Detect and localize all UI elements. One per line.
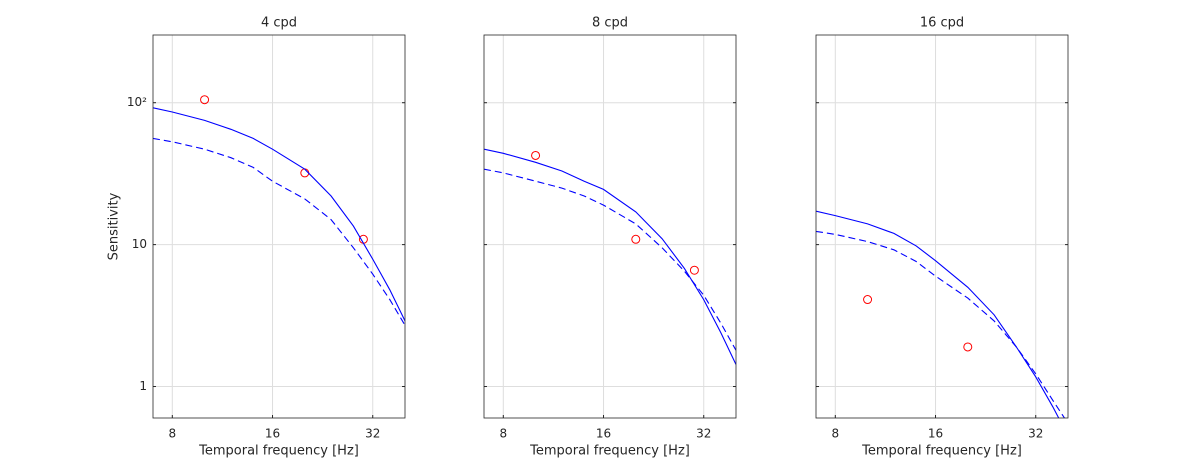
data-point [963,342,973,352]
subplot-title: 8 cpd [592,16,628,31]
axes-frame [815,34,1069,419]
data-point [200,95,210,105]
data-point [689,265,699,275]
x-axis-label: Temporal frequency [Hz] [529,444,690,459]
axes-frame [152,34,406,419]
model-line [816,230,1066,418]
x-axis-label: Temporal frequency [Hz] [198,444,359,459]
subplot: 16 cpd Temporal frequency [Hz] 8 16 32 [815,16,1069,459]
x-tick-label: 16 [928,427,943,441]
data-point [300,168,310,178]
x-tick-label: 32 [365,427,380,441]
x-axis-label: Temporal frequency [Hz] [861,444,1022,459]
y-tick-label: 10² [127,95,147,109]
model-line [153,107,405,322]
subplot-title: 4 cpd [261,16,297,31]
y-axis-label: Sensitivity [107,192,122,260]
plot-area [153,95,405,326]
x-tick-label: 8 [499,427,507,441]
x-tick-label: 8 [831,427,839,441]
x-tick-label: 8 [168,427,176,441]
axes-frame [483,34,737,419]
y-tick-label: 1 [139,379,147,393]
subplot-title: 16 cpd [920,16,964,31]
model-line [484,148,736,365]
x-tick-label: 16 [265,427,280,441]
model-line [816,210,1060,418]
model-line [484,168,736,351]
plot-area [484,148,736,365]
x-tick-label: 32 [696,427,711,441]
model-line [153,137,405,326]
data-point [631,234,641,244]
data-point [531,150,541,160]
x-tick-label: 32 [1028,427,1043,441]
subplot: 8 cpd Temporal frequency [Hz] 8 16 32 [483,16,737,459]
subplot: 4 cpd Temporal frequency [Hz] Sensitivity 8… [107,16,406,459]
plot-area [816,210,1066,418]
data-point [863,295,873,305]
x-tick-label: 16 [596,427,611,441]
y-tick-label: 10 [132,237,147,251]
